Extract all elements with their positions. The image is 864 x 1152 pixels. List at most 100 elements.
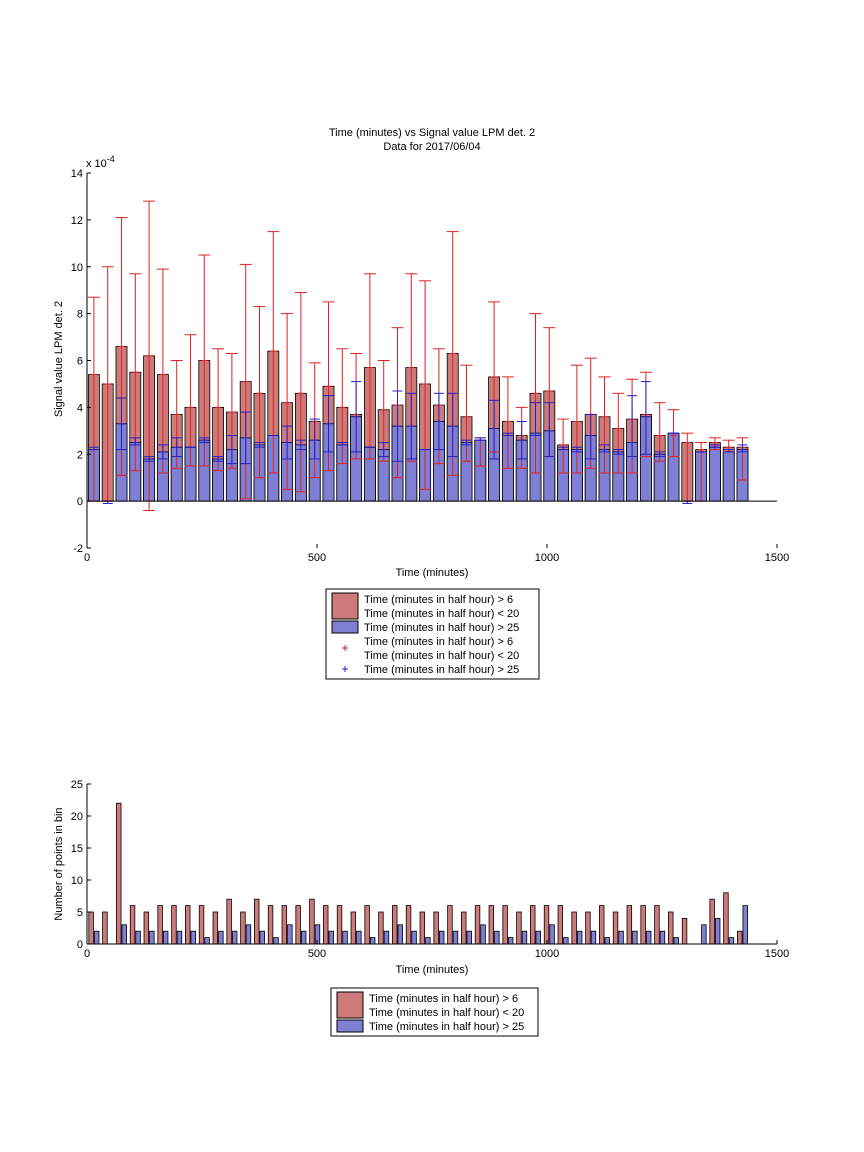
signal-y-tick-label: -2 — [73, 543, 83, 555]
legend-label: Time (minutes in half hour) > 6 — [364, 594, 513, 606]
legend-label: Time (minutes in half hour) > 6 — [364, 636, 513, 648]
signal-x-tick-label: 1500 — [765, 552, 789, 564]
count-x-tick-label: 500 — [308, 948, 326, 960]
count-bar-red — [171, 905, 177, 945]
count-y-tick-label: 5 — [77, 907, 83, 919]
count-bar-blue — [300, 930, 307, 945]
count-bar-blue — [742, 905, 748, 945]
count-bar-red — [571, 911, 577, 945]
count-bar-red — [709, 898, 715, 945]
count-bar-red — [143, 911, 150, 945]
count-bar-blue — [452, 930, 459, 945]
count-bar-red — [543, 905, 550, 945]
y-exponent-base: x 10 — [86, 158, 107, 170]
count-bar-red — [129, 905, 136, 945]
y-exponent-label: x 10-4 — [86, 154, 115, 170]
count-bar-blue — [549, 924, 555, 945]
count-bar-red — [350, 911, 357, 945]
count-bar-blue — [480, 924, 486, 945]
signal-x-axis-label: Time (minutes) — [396, 567, 469, 579]
signal-y-tick-label: 2 — [77, 449, 83, 461]
count-axes: 0 500 1000 1500 0 5 10 15 20 25 — [71, 779, 789, 960]
count-bar-blue — [659, 930, 666, 945]
count-bar-blue — [135, 930, 141, 945]
count-bar-red — [488, 905, 495, 945]
count-bar-red — [185, 905, 191, 945]
count-bar-red — [599, 905, 605, 945]
count-bar-red — [212, 911, 219, 945]
count-bar-blue — [714, 918, 721, 945]
count-bar-red — [612, 911, 619, 945]
count-bar-blue — [356, 930, 362, 945]
legend-label: Time (minutes in half hour) > 6 — [369, 993, 518, 1005]
signal-bar-blue — [722, 451, 735, 502]
signal-x-tick-label: 0 — [84, 552, 90, 564]
legend-label: Time (minutes in half hour) < 20 — [364, 608, 519, 620]
signal-x-tick-label: 1000 — [535, 552, 559, 564]
count-x-tick-label: 1000 — [535, 948, 559, 960]
count-x-tick-label: 1500 — [765, 948, 789, 960]
count-bar-red — [681, 918, 688, 945]
count-bar-red — [336, 905, 343, 945]
count-bar-blue — [604, 937, 610, 945]
count-y-tick-label: 25 — [71, 779, 83, 791]
legend-swatch — [336, 1019, 364, 1033]
count-bar-red — [226, 898, 232, 945]
count-bar-blue — [190, 930, 196, 945]
count-bar-blue — [383, 930, 390, 945]
signal-y-tick-label: 12 — [71, 215, 83, 227]
legend-label: Time (minutes in half hour) > 25 — [364, 622, 519, 634]
count-bar-blue — [632, 930, 638, 945]
count-bar-blue — [590, 930, 597, 945]
signal-y-tick-label: 4 — [77, 402, 83, 414]
signal-y-tick-label: 10 — [71, 262, 83, 274]
count-legend: Time (minutes in half hour) > 6 Time (min… — [330, 987, 539, 1037]
count-bar-blue — [93, 930, 100, 945]
y-exponent-power: -4 — [107, 154, 115, 164]
signal-chart: Time (minutes) vs Signal value LPM det. … — [53, 127, 789, 680]
signal-y-tick-label: 8 — [77, 309, 83, 321]
count-bar-blue — [521, 930, 528, 945]
count-bar-red — [88, 911, 94, 945]
count-bar-red — [474, 905, 481, 945]
count-bar-blue — [149, 930, 155, 945]
signal-bars — [87, 346, 749, 502]
signal-y-tick-label: 6 — [77, 356, 83, 368]
count-bar-red — [654, 905, 660, 945]
count-bar-red — [157, 905, 163, 945]
signal-bar-blue — [708, 446, 721, 502]
count-bar-blue — [218, 930, 224, 945]
count-bar-blue — [121, 924, 127, 945]
count-chart: 0 500 1000 1500 0 5 10 15 20 25 Time (minutes) Nu… — [53, 779, 789, 1037]
count-bar-blue — [507, 937, 514, 945]
count-y-tick-label: 20 — [71, 811, 83, 823]
count-bar-red — [502, 905, 508, 945]
count-bar-red — [254, 898, 260, 945]
legend-label: Time (minutes in half hour) < 20 — [369, 1007, 524, 1019]
count-bar-red — [530, 905, 536, 945]
count-bar-red — [516, 911, 522, 945]
count-x-axis-label: Time (minutes) — [396, 964, 469, 976]
count-bar-blue — [397, 924, 403, 945]
legend-swatch — [331, 620, 359, 634]
count-bar-blue — [411, 930, 417, 945]
count-bar-red — [267, 905, 274, 945]
count-bar-red — [668, 911, 674, 945]
count-bar-red — [461, 911, 467, 945]
count-bar-blue — [563, 937, 569, 945]
count-bar-blue — [176, 930, 183, 945]
chart-title: Time (minutes) vs Signal value LPM det. … — [329, 127, 535, 139]
count-bar-red — [723, 892, 729, 945]
count-bar-blue — [728, 937, 735, 945]
signal-error-bars — [87, 200, 749, 511]
count-bar-red — [737, 930, 743, 945]
count-bar-blue — [204, 937, 210, 945]
count-bar-red — [392, 905, 398, 945]
count-bar-blue — [328, 930, 334, 945]
legend-box — [330, 987, 539, 1037]
signal-x-tick-label: 500 — [308, 552, 326, 564]
count-bars — [88, 802, 748, 945]
count-bar-red — [433, 911, 439, 945]
count-bar-blue — [273, 937, 279, 945]
